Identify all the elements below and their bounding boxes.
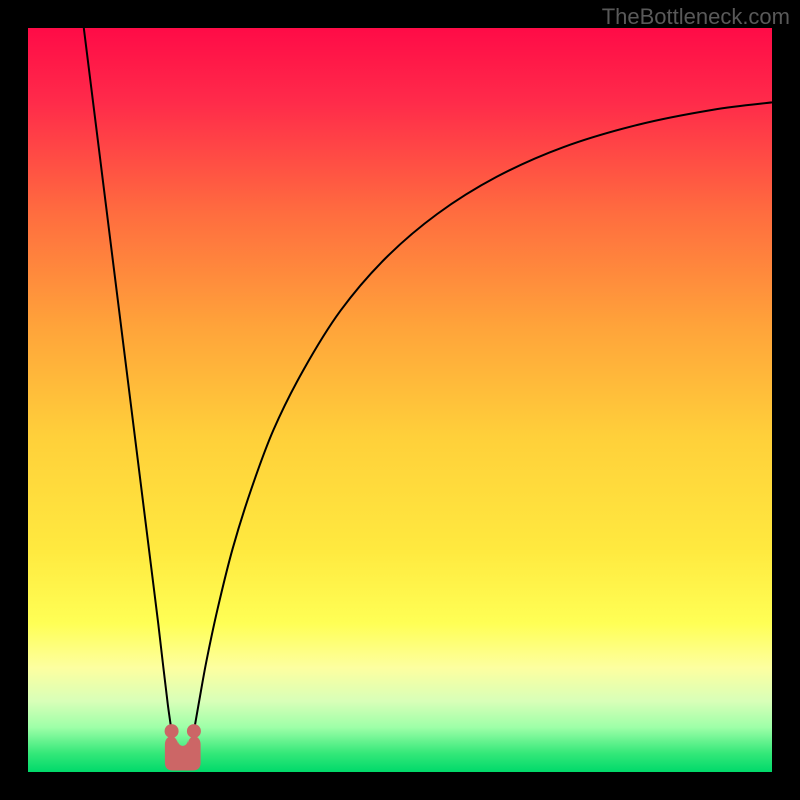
watermark-text: TheBottleneck.com xyxy=(602,4,790,30)
marker-right-dot xyxy=(187,724,201,738)
figure-frame: TheBottleneck.com xyxy=(0,0,800,800)
plot-area xyxy=(28,28,772,772)
gradient-background xyxy=(28,28,772,772)
marker-left-dot xyxy=(165,724,179,738)
chart-svg xyxy=(28,28,772,772)
